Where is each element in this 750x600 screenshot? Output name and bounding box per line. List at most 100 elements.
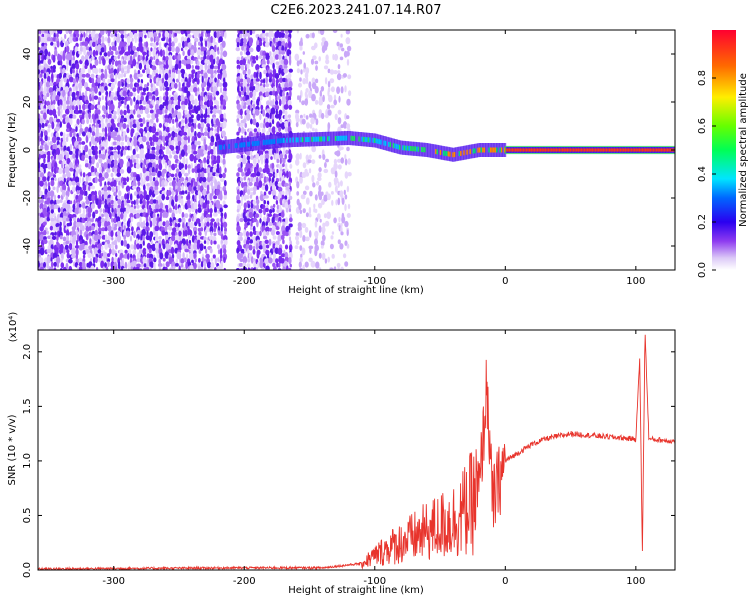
noise-speck [117,176,122,183]
noise-speck [91,252,94,259]
signal-core [510,148,513,152]
signal-core [621,148,624,152]
noise-speck [333,99,338,106]
signal-core [414,146,417,152]
noise-speck [48,109,54,116]
noise-speck [210,180,213,187]
noise-speck [336,86,341,94]
noise-speck [321,252,326,261]
noise-speck [189,252,195,260]
signal-core [269,139,271,145]
noise-speck [84,144,89,153]
noise-speck [97,202,102,209]
noise-speck [197,184,201,192]
noise-speck [299,209,303,214]
noise-speck [158,258,162,265]
noise-speck [78,222,83,228]
noise-speck [209,105,214,111]
signal-band [381,135,384,150]
noise-speck [265,36,268,43]
signal-core [566,148,569,152]
noise-speck [187,63,192,70]
noise-speck [223,195,227,200]
noise-speck [174,173,178,178]
noise-speck [81,55,85,62]
noise-speck [105,103,108,112]
signal-core [361,136,364,142]
noise-speck [252,56,256,61]
noise-speck [78,207,82,214]
noise-speck [167,249,172,254]
colorbar-label: Normalized spectral amplitude [738,73,749,227]
noise-speck [58,72,63,80]
noise-speck [182,229,186,237]
noise-speck [126,96,132,101]
noise-speck [47,136,51,141]
noise-speck [255,71,259,79]
noise-speck [166,36,169,45]
noise-speck [56,263,60,268]
noise-speck [126,78,130,84]
noise-speck [181,266,187,270]
noise-speck [147,162,153,169]
noise-speck [123,225,126,232]
noise-speck [164,108,168,114]
noise-speck [303,68,306,73]
noise-speck [122,177,127,182]
noise-speck [73,72,76,78]
noise-speck [132,92,136,97]
noise-speck [162,67,165,75]
noise-speck [101,213,104,218]
noise-speck [46,230,49,235]
noise-speck [92,49,96,58]
noise-speck [53,73,58,78]
noise-speck [271,32,276,38]
noise-speck [284,87,289,91]
noise-speck [180,47,184,52]
noise-speck [249,239,254,244]
signal-core [499,147,502,153]
noise-speck [58,168,63,175]
noise-speck [65,195,69,201]
noise-speck [283,58,289,66]
noise-speck [275,61,280,66]
noise-speck [38,64,41,71]
noise-speck [174,32,178,37]
noise-speck [259,260,264,269]
signal-core [345,135,348,141]
noise-speck [91,131,96,137]
noise-speck [184,229,188,237]
noise-speck [276,209,280,213]
noise-speck [247,203,251,209]
noise-speck [169,127,172,132]
noise-speck [239,177,243,182]
noise-speck [71,247,76,256]
noise-speck [171,163,176,171]
noise-speck [56,118,61,123]
noise-speck [187,229,193,237]
signal-core [514,148,517,152]
noise-speck [98,123,101,128]
noise-speck [130,200,135,205]
noise-speck [329,78,335,84]
noise-speck [126,192,130,201]
noise-speck [246,155,251,161]
noise-speck [164,114,169,120]
noise-speck [171,199,175,207]
noise-speck [137,180,141,187]
noise-speck [346,115,350,120]
signal-core [240,142,243,148]
noise-speck [120,34,125,39]
signal-core [305,137,308,143]
signal-core [435,149,438,155]
noise-speck [239,78,244,83]
noise-speck [98,136,103,141]
signal-core [505,148,508,152]
noise-speck [168,150,172,155]
y-tick-label: 20 [22,96,33,109]
signal-band [309,132,312,147]
noise-speck [63,95,67,103]
noise-speck [129,207,135,215]
noise-speck [69,206,72,214]
noise-speck [203,168,208,174]
